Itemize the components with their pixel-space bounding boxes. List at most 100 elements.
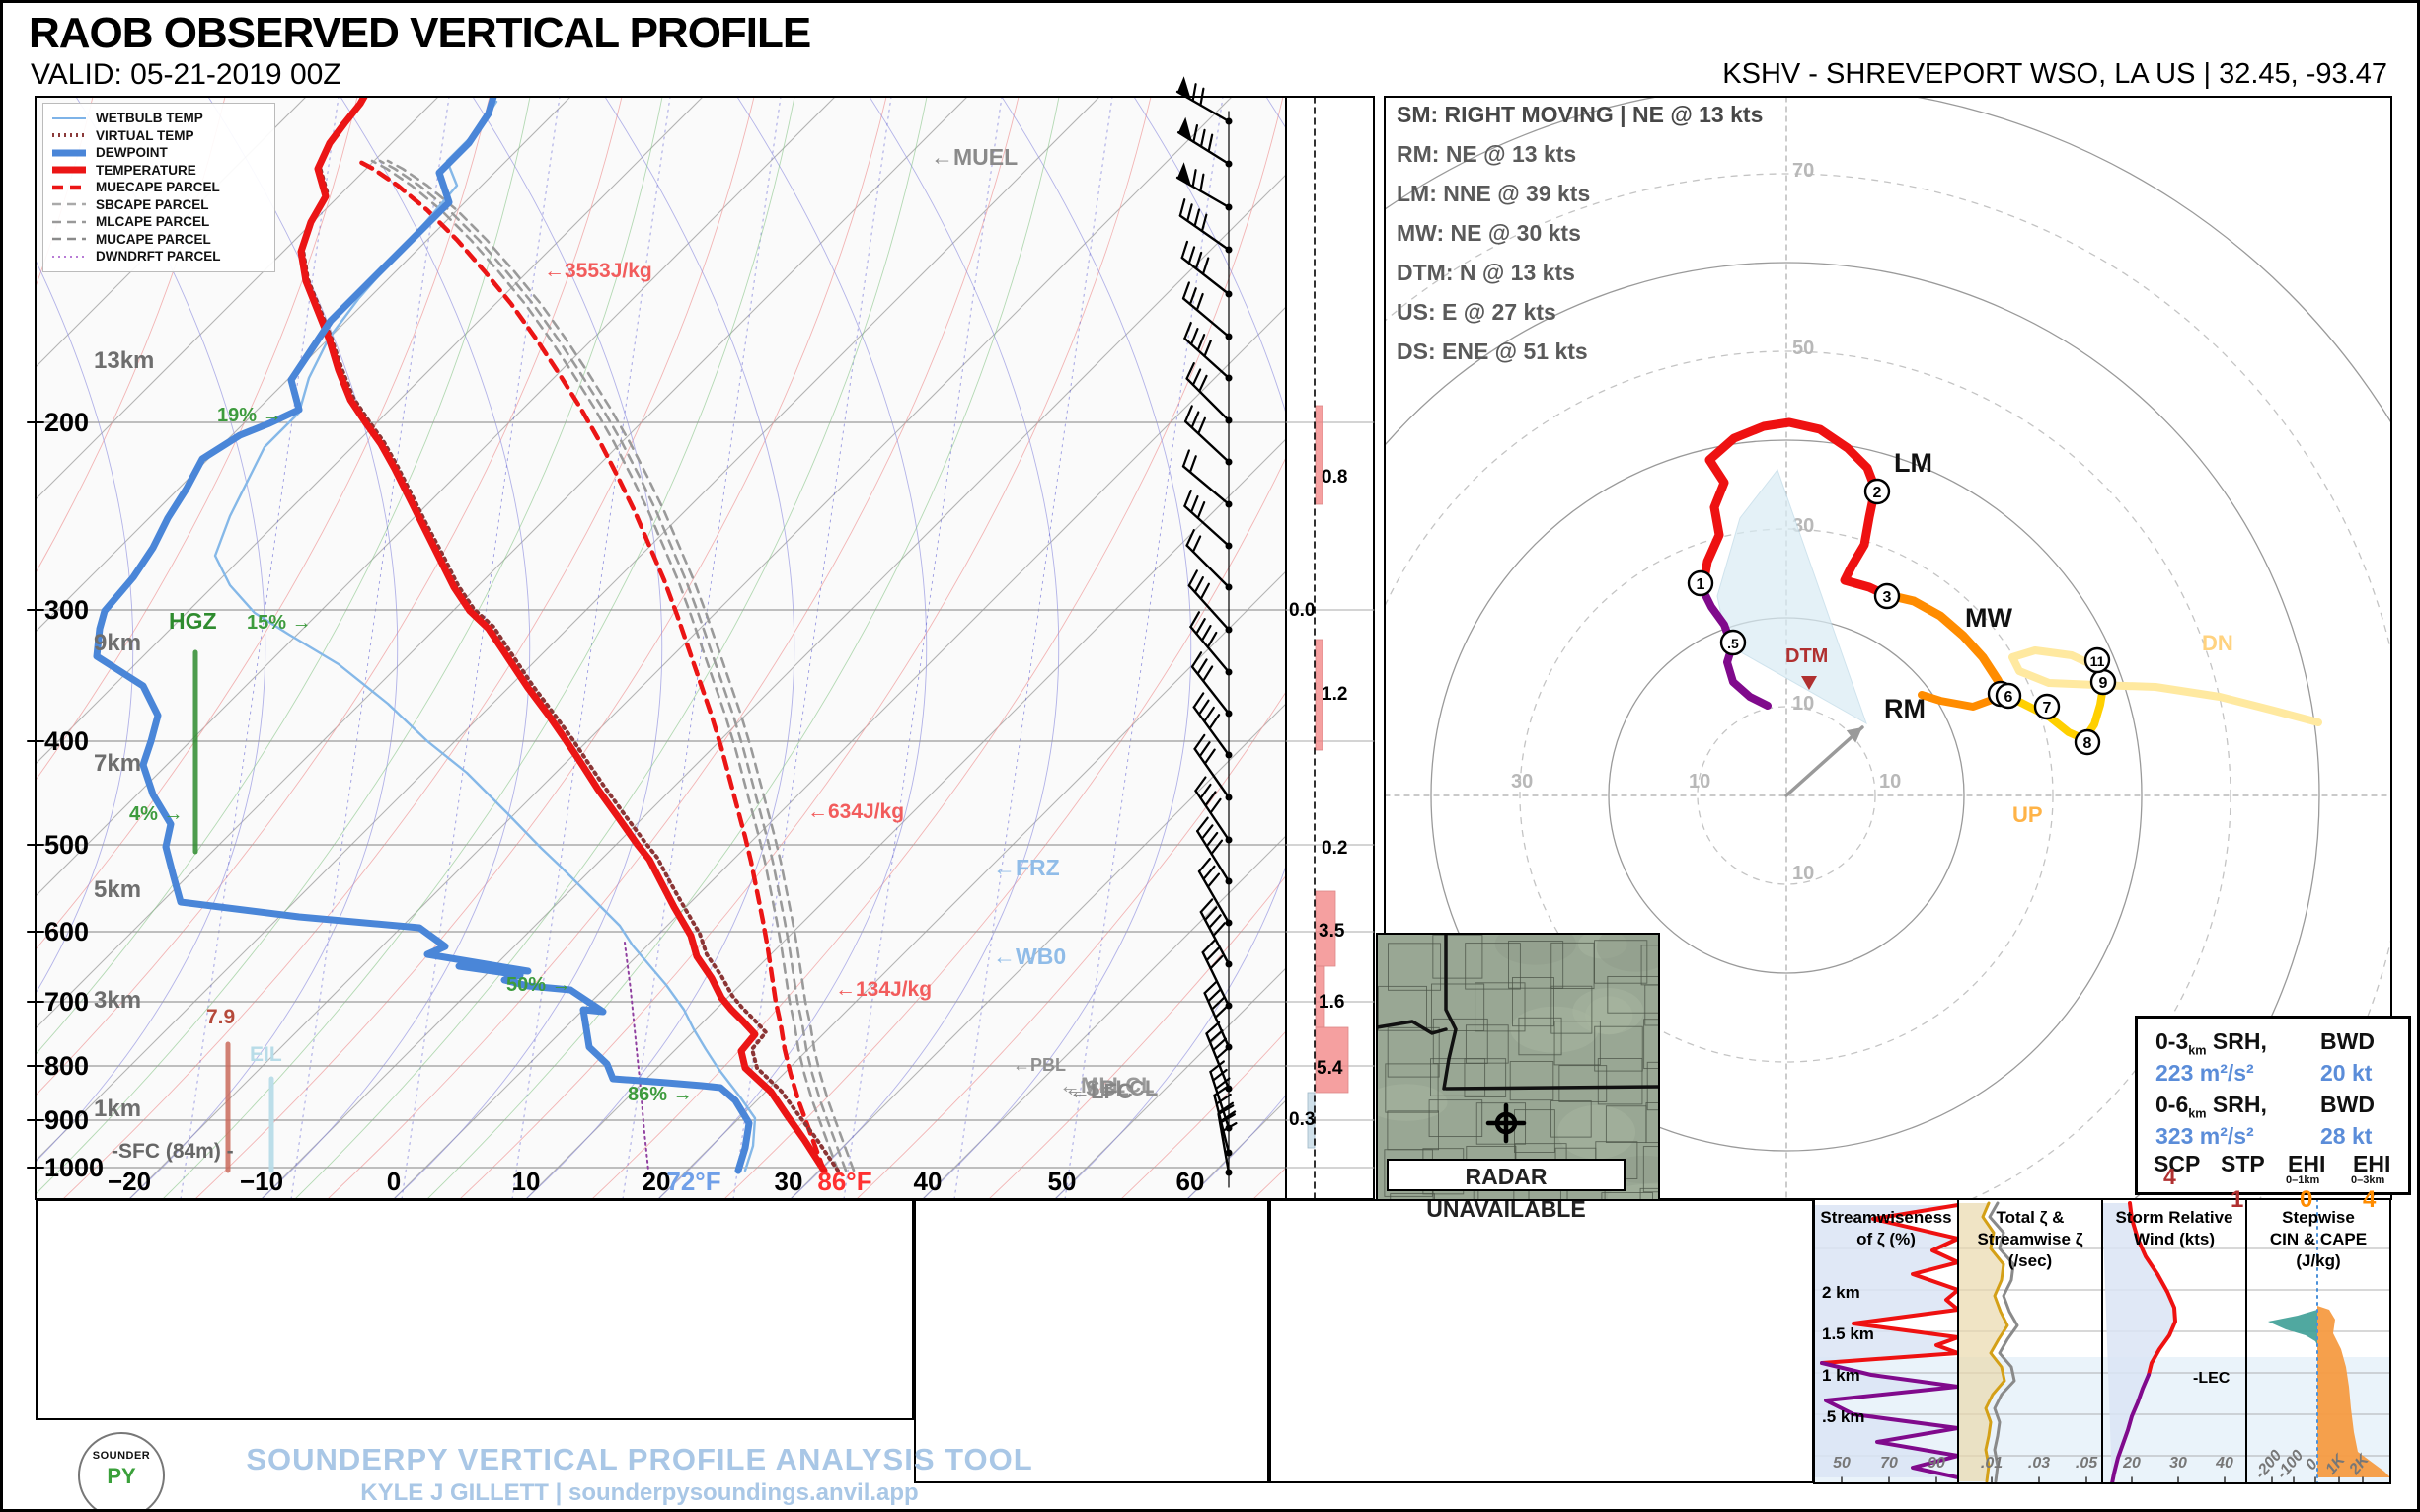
mini-x-tick: 70 [1880, 1455, 1898, 1472]
temp-axis-label: 0 [387, 1167, 401, 1196]
storm-motion-line: MW: NE @ 30 kts [1397, 220, 1581, 246]
mini-chart-title: Stepwise [2282, 1208, 2355, 1227]
hodograph: 1030507010301010.51234678911RMLMMWUPDNDT… [1385, 97, 2391, 1199]
legend-line-sample [52, 116, 86, 119]
thermo-table [36, 1199, 914, 1420]
mini-x-tick: .03 [2028, 1455, 2050, 1472]
hodo-height-marker [1687, 569, 1714, 597]
skewt-annotation: ←634J/kg [807, 800, 904, 823]
storm-motion-line: LM: NNE @ 39 kts [1397, 181, 1591, 206]
inset-text: 0 [2300, 1186, 2313, 1213]
hodo-ring-label: 10 [1792, 863, 1814, 884]
station-info: KSHV - SHREVEPORT WSO, LA US | 32.45, -9… [1722, 58, 2387, 90]
legend-item: TEMPERATURE [51, 162, 266, 180]
mini-x-tick: 90 [1928, 1455, 1945, 1472]
omega-bar [1315, 405, 1323, 505]
mini-x-tick: 40 [2215, 1455, 2233, 1472]
temp-axis-label: 50 [1048, 1167, 1077, 1196]
mini-chart-title: Streamwiseness [1820, 1208, 1951, 1227]
skewt-annotation: 19% → [217, 405, 282, 426]
lec-label: -LEC [2193, 1370, 2231, 1387]
inset-text: 0–1km [2286, 1174, 2320, 1186]
omega-bar [1315, 890, 1336, 967]
pressure-label: 600 [44, 917, 89, 946]
inset-text: 223 m²/s² [2155, 1060, 2254, 1086]
radar-inset [1377, 934, 1659, 1200]
legend-item-label: DWNDRFT PARCEL [96, 249, 221, 265]
storm-motion-line: RM: NE @ 13 kts [1397, 141, 1577, 167]
inset-text: BWD [2320, 1092, 2375, 1117]
pressure-label: 300 [44, 595, 89, 625]
storm-motion-line: SM: RIGHT MOVING | NE @ 13 kts [1397, 102, 1764, 127]
pressure-label: 200 [44, 408, 89, 437]
inset-text: STP [2221, 1151, 2265, 1176]
hodo-point-label: DN [2202, 631, 2233, 655]
mini-chart-title: (J/kg) [2296, 1251, 2340, 1270]
hodo-point-label: LM [1894, 448, 1932, 478]
height-label: 9km [94, 630, 141, 656]
omega-value-label: 5.4 [1317, 1058, 1343, 1079]
mini-x-tick: 50 [1833, 1455, 1851, 1472]
pressure-label: 400 [44, 726, 89, 756]
pressure-label: 700 [44, 987, 89, 1017]
logo-text-bottom: PY [107, 1464, 136, 1488]
temp-axis-label: −20 [108, 1167, 151, 1196]
mini-chart-title: Total ζ & [1997, 1208, 2065, 1227]
skewt-annotation: ←MUEL [931, 144, 1018, 170]
srh-bwd-inset: 0-3km SRH, BWD 223 m²/s² 20 kt 0-6km SRH, BWD… [2135, 1016, 2411, 1213]
legend-line-sample [52, 220, 86, 223]
composite-chart: 200300400500600700800900100013km9km7km5k… [27, 76, 2392, 1484]
hodo-ring-label: 10 [1792, 693, 1814, 715]
legend-item: WETBULB TEMP [51, 110, 266, 127]
inset-text: 0–3km [2351, 1174, 2385, 1186]
pressure-label: 900 [44, 1105, 89, 1135]
legend-item: MLCAPE PARCEL [51, 213, 266, 231]
legend-item-label: MUECAPE PARCEL [96, 180, 220, 195]
inset-text: 4 [2363, 1186, 2377, 1213]
hodo-trace-1-3km [1698, 417, 1889, 599]
temp-axis-label: 40 [914, 1167, 943, 1196]
legend-item: SBCAPE PARCEL [51, 196, 266, 214]
hodo-height-marker [1873, 582, 1901, 610]
legend-line-sample [52, 133, 86, 138]
muecape-parcel-line [355, 158, 827, 1173]
skewt-annotation: ←WB0 [993, 944, 1066, 969]
sounderpy-logo: SOUNDER PY [78, 1432, 165, 1509]
hodo-height-marker-label: 2 [1873, 485, 1882, 501]
mini-chart-2: -LEC Storm Relative Wind (kts) 20 30 40 [2101, 1198, 2247, 1484]
skewt-annotation: ←SBLCL [1064, 1076, 1158, 1100]
mini-height-label: .5 km [1822, 1407, 1864, 1426]
hodo-ring-label: 70 [1792, 160, 1814, 182]
mini-chart-title: of ζ (%) [1856, 1230, 1916, 1248]
legend-item-label: DEWPOINT [96, 145, 168, 161]
omega-value-label: 0.0 [1289, 600, 1315, 621]
virtual-temp-line [301, 97, 840, 1172]
skewt-annotation: ←MLLCL [1059, 1073, 1155, 1097]
inset-text: 0-6km SRH, [2155, 1092, 2267, 1121]
skewt-aux-lines [192, 649, 274, 1173]
legend-line-sample [52, 185, 86, 189]
legend-line-sample [52, 238, 86, 241]
skewt-annotation: EIL [250, 1043, 282, 1066]
mini-chart-title: Streamwise ζ [1977, 1230, 2082, 1248]
mini-chart-1: Total ζ & Streamwise ζ (/sec) .01 .03 .05 [1957, 1198, 2103, 1484]
rm-motion-arrow [1784, 725, 1864, 797]
skewt-annotation: 50% → [506, 974, 571, 996]
valid-timestamp: VALID: 05-21-2019 00Z [31, 58, 341, 91]
skewt-annotation: ←134J/kg [835, 978, 932, 1001]
hodo-height-marker [2074, 728, 2101, 756]
storm-motion-line: DS: ENE @ 51 kts [1397, 339, 1588, 364]
omega-value-label: 1.2 [1322, 684, 1347, 705]
temp-axis-label: 30 [775, 1167, 803, 1196]
hodo-point-label: MW [1965, 603, 2012, 633]
legend-item-label: MUCAPE PARCEL [96, 231, 211, 247]
skewt-annotation: 86% → [628, 1084, 693, 1105]
omega-bar [1315, 1026, 1349, 1094]
hodo-point-label: RM [1884, 694, 1926, 723]
storm-motion-readout: SM: RIGHT MOVING | NE @ 13 kts RM: NE @ 1… [1397, 102, 1763, 378]
skewt-annotation: -SFC (84m) - [112, 1140, 234, 1163]
temp-axis-label: 86°F [817, 1167, 871, 1196]
skewt-annotation: ←FRZ [993, 855, 1060, 880]
storm-motion-line: DTM: N @ 13 kts [1397, 260, 1575, 285]
